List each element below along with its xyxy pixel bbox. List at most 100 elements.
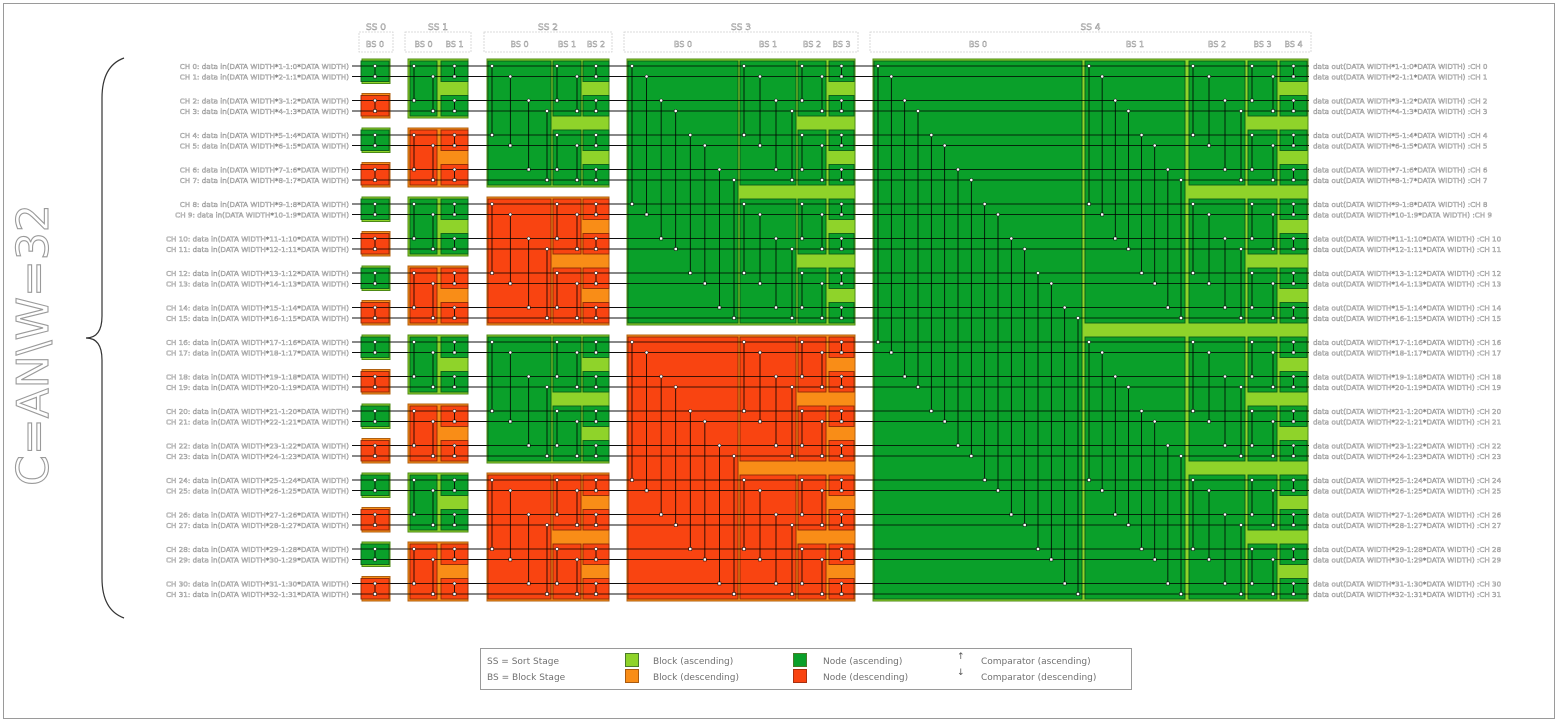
comparator-endpoint <box>373 454 377 458</box>
comparator-endpoint <box>1009 512 1014 517</box>
comparator-endpoint <box>969 178 974 182</box>
comparator-endpoint <box>555 340 559 344</box>
comparator-endpoint <box>774 305 778 310</box>
comparator-endpoint <box>758 143 762 148</box>
comparator-endpoint <box>431 74 435 79</box>
comparator-endpoint <box>1207 557 1211 562</box>
node-ascending <box>739 198 797 324</box>
output-channel-label: data out(DATA WIDTH*2-1:1*DATA WIDTH) :C… <box>1313 73 1487 82</box>
legend-comp-asc-text: Comparator (ascending) <box>981 657 1091 667</box>
comparator-endpoint <box>373 374 377 379</box>
comparator-endpoint <box>412 374 416 379</box>
comparator-endpoint <box>575 316 579 320</box>
node-ascending <box>409 60 438 117</box>
comparator-endpoint <box>373 133 377 137</box>
legend-bs-text: BS = Block Stage <box>487 673 566 683</box>
comparator-endpoint <box>774 374 778 379</box>
comparator-endpoint <box>758 281 762 286</box>
comparator-endpoint <box>800 98 804 103</box>
comparator-endpoint <box>526 167 531 172</box>
comparator-endpoint <box>820 488 824 493</box>
comparator-endpoint <box>800 340 804 344</box>
comparator-ascending-icon: ↑ <box>957 652 965 662</box>
output-channel-label: data out(DATA WIDTH*14-1:13*DATA WIDTH) … <box>1313 280 1501 289</box>
comparator-endpoint <box>555 167 559 172</box>
comparator-endpoint <box>839 64 844 68</box>
comparator-endpoint <box>774 443 778 448</box>
comparator-endpoint <box>790 109 794 113</box>
comparator-endpoint <box>703 557 707 562</box>
comparator-endpoint <box>1291 350 1296 355</box>
comparator-endpoint <box>373 557 377 562</box>
comparator-endpoint <box>839 385 844 389</box>
comparator-endpoint <box>373 202 377 206</box>
comparator-endpoint <box>373 305 377 310</box>
stage-header-box <box>358 31 394 53</box>
block-stage-label: BS 2 <box>1208 40 1226 49</box>
node-ascending <box>1247 543 1278 600</box>
comparator-endpoint <box>373 385 377 389</box>
comparator-endpoint <box>982 202 987 206</box>
comparator-endpoint <box>1036 547 1040 551</box>
comparator-endpoint <box>594 202 598 206</box>
comparator-endpoint <box>839 98 844 103</box>
input-channel-label: CH 17: data in(DATA WIDTH*18-1:17*DATA W… <box>166 349 349 358</box>
comparator-endpoint <box>996 488 1000 493</box>
comparator-endpoint <box>839 305 844 310</box>
comparator-endpoint <box>1139 133 1144 137</box>
block-stage-label: BS 1 <box>759 40 777 49</box>
output-channel-label: data out(DATA WIDTH*31-1:30*DATA WIDTH) … <box>1313 580 1502 589</box>
comparator-endpoint <box>996 212 1000 217</box>
comparator-endpoint <box>1250 547 1254 551</box>
node-ascending <box>1247 474 1278 531</box>
output-channel-label: data out(DATA WIDTH*25-1:24*DATA WIDTH) … <box>1313 476 1502 485</box>
comparator-endpoint <box>1271 247 1275 251</box>
comparator-endpoint <box>545 385 549 389</box>
comparator-endpoint <box>1087 202 1091 206</box>
comparator-endpoint <box>373 167 377 172</box>
bitonic-sorter-diagram: SS 0BS 0SS 1BS 0 BS 1SS 2BS 0 BS 1 BS 2SS 3… <box>85 23 1502 619</box>
comparator-endpoint <box>742 547 746 551</box>
comparator-endpoint <box>1291 547 1296 551</box>
comparator-endpoint <box>839 178 844 182</box>
comparator-endpoint <box>800 443 804 448</box>
comparator-endpoint <box>1291 202 1296 206</box>
comparator-endpoint <box>594 419 598 424</box>
comparator-endpoint <box>1271 557 1275 562</box>
input-channel-label: CH 16: data in(DATA WIDTH*17-1:16*DATA W… <box>166 338 349 347</box>
channel-count-label: C=AN\W=32 <box>7 185 64 505</box>
comparator-endpoint <box>555 409 559 413</box>
comparator-endpoint <box>703 281 707 286</box>
node-descending <box>487 198 552 324</box>
comparator-endpoint <box>1126 385 1131 389</box>
comparator-endpoint <box>594 478 598 482</box>
channel-count-text: C=AN\W=32 <box>8 204 59 486</box>
input-channel-label: CH 26: data in(DATA WIDTH*27-1:26*DATA W… <box>166 511 349 520</box>
legend-block-desc-swatch <box>625 669 639 683</box>
comparator-endpoint <box>412 133 416 137</box>
comparator-endpoint <box>942 419 947 424</box>
output-channel-label: data out(DATA WIDTH*29-1:28*DATA WIDTH) … <box>1313 545 1502 554</box>
comparator-endpoint <box>839 592 844 596</box>
comparator-endpoint <box>1291 443 1296 448</box>
comparator-endpoint <box>1291 98 1296 103</box>
comparator-endpoint <box>545 247 549 251</box>
node-ascending <box>1084 60 1186 324</box>
comparator-endpoint <box>1036 271 1040 275</box>
comparator-endpoint <box>373 316 377 320</box>
comparator-endpoint <box>545 523 549 527</box>
input-channel-label: CH 28: data in(DATA WIDTH*29-1:28*DATA W… <box>166 545 349 554</box>
comparator-endpoint <box>373 109 377 113</box>
comparator-endpoint <box>839 454 844 458</box>
comparator-endpoint <box>742 202 746 206</box>
comparator-endpoint <box>1009 236 1014 241</box>
comparator-endpoint <box>688 409 693 413</box>
comparator-endpoint <box>452 236 457 241</box>
comparator-endpoint <box>412 443 416 448</box>
comparator-endpoint <box>659 512 663 517</box>
comparator-endpoint <box>982 478 987 482</box>
comparator-endpoint <box>732 454 736 458</box>
comparator-endpoint <box>644 488 649 493</box>
output-channel-label: data out(DATA WIDTH*4-1:3*DATA WIDTH) :C… <box>1313 107 1487 116</box>
comparator-endpoint <box>452 247 457 251</box>
